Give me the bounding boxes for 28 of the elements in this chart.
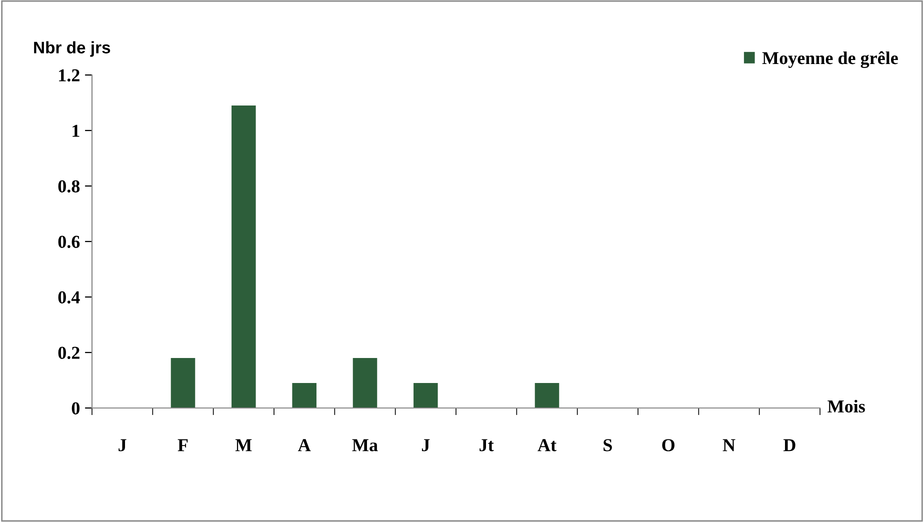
y-tick-label: 1 <box>72 124 80 137</box>
x-tick-label: J <box>422 439 430 452</box>
x-tick-label: A <box>298 439 311 452</box>
x-tick-label: F <box>178 439 188 452</box>
bar <box>534 383 560 408</box>
bar <box>232 106 256 408</box>
x-tick-label: At <box>538 439 556 452</box>
y-tick-label: 0.6 <box>58 236 80 248</box>
x-tick-label: J <box>118 439 126 452</box>
bar <box>352 358 378 408</box>
y-tick-label: 0 <box>72 402 80 414</box>
bar <box>414 383 438 408</box>
y-tick-label: 0.2 <box>58 346 80 360</box>
x-tick-label: N <box>722 439 736 452</box>
bar <box>292 383 316 408</box>
bar <box>170 358 196 408</box>
x-tick-label: Ma <box>352 439 378 452</box>
x-tick-label: M <box>235 439 252 452</box>
y-tick-label: 1.2 <box>59 69 80 82</box>
y-axis-title: Nbr de jrs <box>34 41 110 57</box>
x-tick-label: Jt <box>480 439 494 452</box>
x-tick-label: D <box>783 439 796 452</box>
x-tick-label: S <box>604 439 612 452</box>
y-tick-label: 0.4 <box>58 291 80 304</box>
x-tick-label: O <box>662 439 674 452</box>
legend-label: Moyenne de grêle <box>762 51 898 68</box>
y-tick-label: 0.8 <box>58 180 80 193</box>
x-axis-title: Mois <box>828 400 865 413</box>
